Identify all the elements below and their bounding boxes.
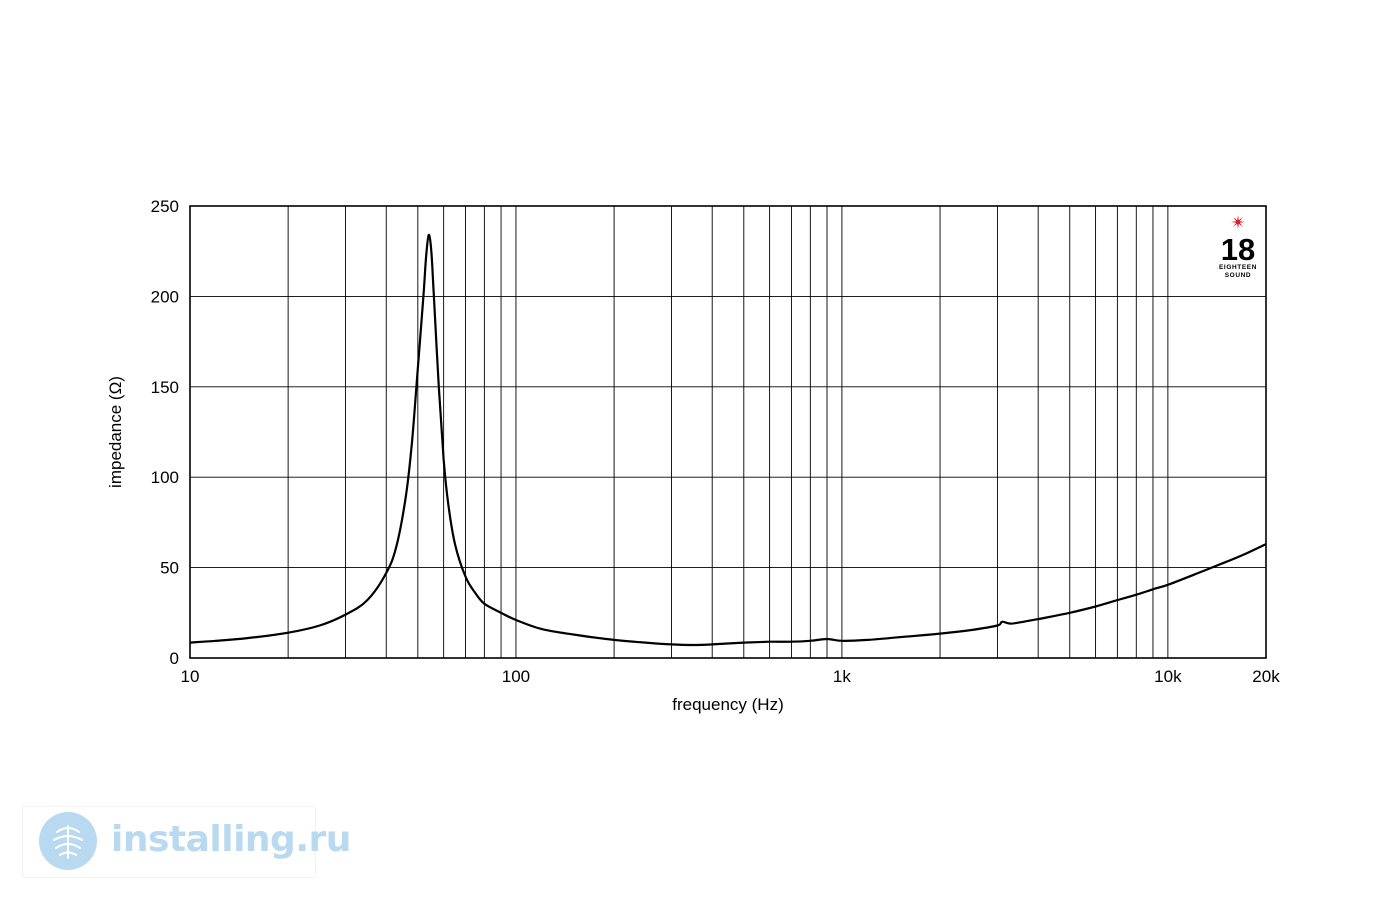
y-tick-labels: 0 50 100 150 200 250 xyxy=(151,197,179,668)
x-tick-label: 100 xyxy=(502,667,530,686)
logo-line2: SOUND xyxy=(1225,272,1251,279)
x-tick-labels: 10 100 1k 10k 20k xyxy=(181,667,1281,686)
impedance-curve xyxy=(189,233,1267,647)
plot-frame xyxy=(189,205,1267,659)
x-tick-label: 1k xyxy=(833,667,851,686)
star-icon xyxy=(1231,215,1245,229)
grid-lines xyxy=(190,206,1266,658)
y-tick-label: 150 xyxy=(151,378,179,397)
logo-number: 18 xyxy=(1221,232,1255,267)
watermark: installing.ru xyxy=(22,806,351,878)
brand-logo: 18 EIGHTEEN SOUND xyxy=(1219,215,1257,279)
x-tick-label: 10k xyxy=(1154,667,1182,686)
y-tick-label: 100 xyxy=(151,468,179,487)
x-tick-label: 20k xyxy=(1252,667,1280,686)
watermark-badge-icon xyxy=(39,812,97,870)
y-tick-label: 50 xyxy=(160,559,179,578)
logo-line1: EIGHTEEN xyxy=(1219,264,1257,271)
x-axis-label: frequency (Hz) xyxy=(672,695,783,714)
y-tick-label: 0 xyxy=(170,649,179,668)
x-tick-label: 10 xyxy=(181,667,200,686)
y-tick-label: 250 xyxy=(151,197,179,216)
y-axis-label: impedance (Ω) xyxy=(106,376,125,488)
y-tick-label: 200 xyxy=(151,287,179,306)
watermark-text: installing.ru xyxy=(111,819,351,860)
